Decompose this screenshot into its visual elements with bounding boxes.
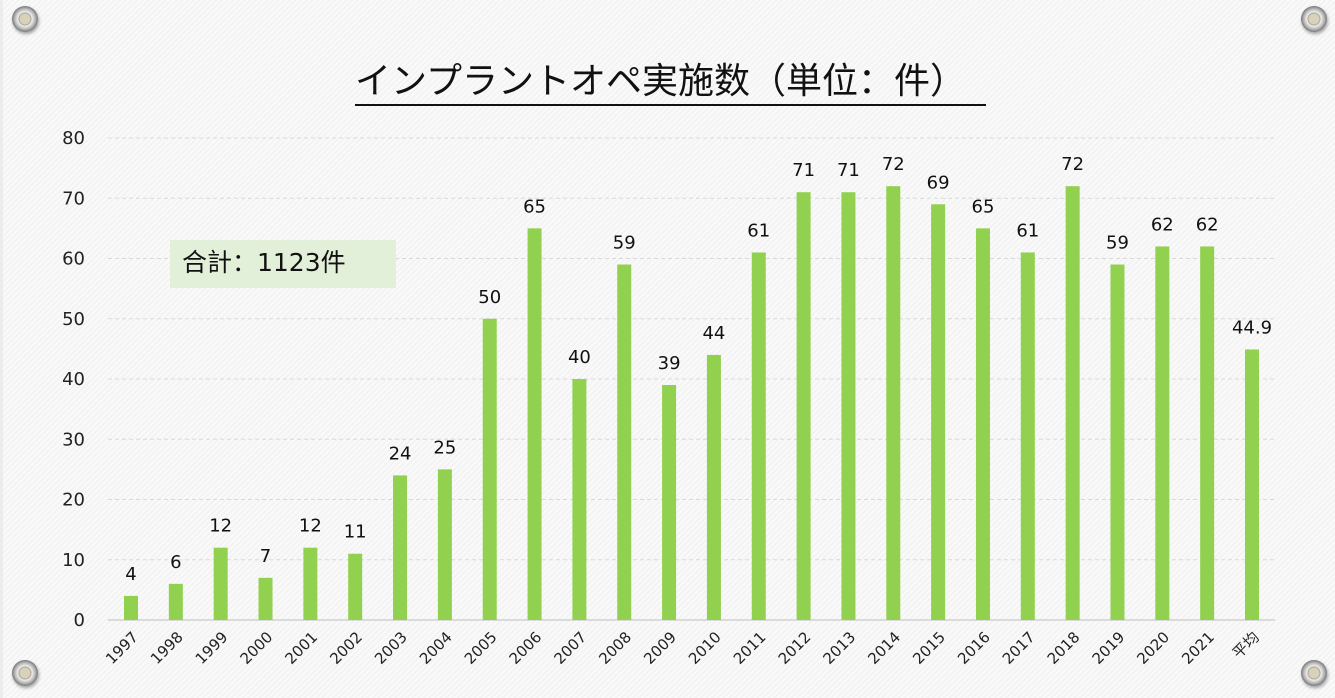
y-tick-label: 60 — [62, 249, 85, 270]
bar — [213, 547, 228, 620]
bar — [437, 469, 452, 620]
x-tick-label: 1998 — [147, 628, 187, 668]
x-tick-label: 2017 — [999, 628, 1039, 668]
x-tick-label: 2007 — [550, 628, 590, 668]
screw-icon — [12, 6, 38, 32]
data-label: 44 — [702, 323, 725, 344]
x-tick-label: 2005 — [461, 628, 501, 668]
x-tick-label: 1999 — [192, 628, 232, 668]
y-tick-label: 40 — [62, 369, 85, 390]
x-tick-label: 2012 — [775, 628, 815, 668]
data-label: 59 — [1106, 233, 1129, 254]
bar — [1110, 264, 1125, 620]
data-label: 11 — [344, 522, 367, 543]
data-label: 72 — [1061, 154, 1084, 175]
x-tick-label: 2001 — [281, 628, 321, 668]
bar — [886, 186, 901, 620]
bar — [841, 192, 856, 620]
bar — [124, 595, 138, 620]
y-tick-label: 70 — [62, 188, 85, 209]
data-label: 62 — [1151, 214, 1174, 235]
data-label: 59 — [613, 233, 636, 254]
y-tick-label: 80 — [62, 128, 85, 149]
data-label: 7 — [260, 546, 271, 567]
data-label: 40 — [568, 347, 591, 368]
bar — [1155, 246, 1170, 620]
bar — [303, 547, 318, 620]
data-label: 65 — [523, 196, 546, 217]
x-tick-label: 1997 — [102, 628, 142, 668]
x-tick-label: 2010 — [685, 628, 725, 668]
y-tick-label: 20 — [62, 490, 85, 511]
data-label: 72 — [882, 154, 905, 175]
y-tick-label: 50 — [62, 309, 85, 330]
bar — [617, 264, 632, 620]
screw-icon — [1301, 6, 1327, 32]
x-tick-label: 2009 — [640, 628, 680, 668]
y-tick-label: 30 — [62, 429, 85, 450]
data-label: 65 — [972, 196, 995, 217]
bar — [572, 379, 587, 620]
y-tick-label: 10 — [62, 550, 85, 571]
data-label: 12 — [209, 516, 232, 537]
bar — [393, 475, 408, 620]
data-label: 62 — [1196, 214, 1219, 235]
bar-chart: 0 10 20 30 40 50 60 70 80 4 1997 6 1998 12 1999 7 2000 12… — [62, 128, 1275, 668]
bar — [1020, 252, 1035, 620]
x-tick-label: 2011 — [730, 628, 770, 668]
x-tick-label: 2006 — [506, 628, 546, 668]
x-tick-label: 2003 — [371, 628, 411, 668]
bar — [662, 385, 677, 620]
bar — [258, 577, 273, 620]
bar — [706, 354, 721, 620]
x-tick-label: 2013 — [820, 628, 860, 668]
x-tick-label: 平均 — [1229, 628, 1263, 662]
bar — [348, 553, 363, 620]
data-label: 71 — [837, 160, 860, 181]
bar — [482, 318, 497, 620]
bar — [751, 252, 766, 620]
screw-icon — [1301, 660, 1327, 686]
bar — [1065, 186, 1080, 620]
data-label: 69 — [927, 172, 950, 193]
data-label: 12 — [299, 516, 322, 537]
bar — [796, 192, 811, 620]
chart-title: インプラントオペ実施数（単位：件） — [3, 52, 1335, 106]
data-label: 6 — [170, 552, 181, 573]
data-label: 39 — [658, 353, 681, 374]
data-label: 61 — [747, 220, 770, 241]
data-label: 24 — [389, 443, 412, 464]
screw-icon — [12, 660, 38, 686]
data-label: 44.9 — [1232, 317, 1272, 338]
x-tick-label: 2019 — [1089, 628, 1129, 668]
x-tick-label: 2008 — [595, 628, 635, 668]
x-tick-label: 2016 — [954, 628, 994, 668]
x-tick-label: 2014 — [864, 628, 904, 668]
data-label: 61 — [1016, 220, 1039, 241]
y-tick-label: 0 — [74, 610, 85, 631]
x-tick-label: 2021 — [1178, 628, 1218, 668]
total-annotation: 合計：1123件 — [170, 240, 396, 288]
data-label: 25 — [433, 437, 456, 458]
bar — [975, 228, 990, 620]
bar — [1200, 246, 1215, 620]
bar — [1245, 349, 1259, 620]
x-tick-label: 2004 — [416, 628, 456, 668]
x-tick-label: 2020 — [1133, 628, 1173, 668]
bar — [527, 228, 542, 620]
x-tick-label: 2018 — [1044, 628, 1084, 668]
x-tick-label: 2015 — [909, 628, 949, 668]
bar — [931, 204, 946, 620]
x-tick-label: 2002 — [326, 628, 366, 668]
data-label: 71 — [792, 160, 815, 181]
data-label: 4 — [125, 564, 136, 585]
data-label: 50 — [478, 287, 501, 308]
bar — [168, 583, 183, 620]
x-tick-label: 2000 — [237, 628, 277, 668]
